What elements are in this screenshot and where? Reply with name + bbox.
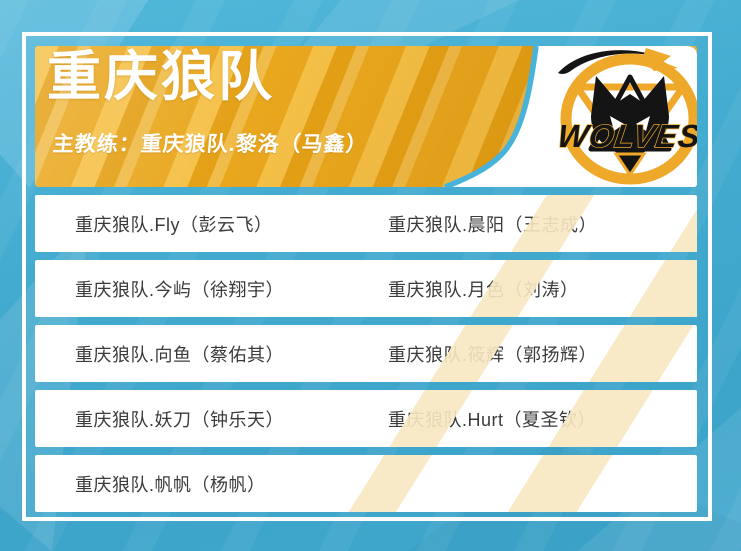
logo-triangle-bottom xyxy=(613,152,647,178)
coach-line: 主教练：重庆狼队.黎洛（马鑫） xyxy=(51,133,369,156)
player-name-cell: 重庆狼队.帆帆（杨帆） xyxy=(75,474,266,495)
wolf-eye-left xyxy=(610,116,624,131)
team-title: 重庆狼队 xyxy=(47,47,275,107)
player-name-cell: 重庆狼队.筱辉（郭扬辉） xyxy=(388,344,597,365)
wolf-head-tip-icon xyxy=(642,48,678,71)
wolf-eye-right xyxy=(636,116,650,131)
player-name-cell: 重庆狼队.今屿（徐翔宇） xyxy=(75,279,284,300)
team-header: 重庆狼队 主教练：重庆狼队.黎洛（马鑫） WOLVES xyxy=(35,46,697,187)
player-name-cell: 重庆狼队.向鱼（蔡佑其） xyxy=(75,344,284,365)
roster-row: 重庆狼队.今屿（徐翔宇） 重庆狼队.月色（刘涛） xyxy=(35,260,697,317)
roster-row: 重庆狼队.帆帆（杨帆） xyxy=(35,455,697,512)
wolves-logo: WOLVES xyxy=(555,48,697,185)
roster-row: 重庆狼队.妖刀（钟乐天） 重庆狼队.Hurt（夏圣钦） xyxy=(35,390,697,447)
card-frame xyxy=(22,32,712,521)
player-name-cell: 重庆狼队.Fly（彭云飞） xyxy=(75,214,273,235)
wolf-face-icon xyxy=(591,76,669,157)
logo-ring xyxy=(560,53,697,185)
logo-wordmark: WOLVES xyxy=(555,118,697,154)
logo-panel: WOLVES xyxy=(443,46,697,187)
player-name-cell: 重庆狼队.月色（刘涛） xyxy=(388,279,579,300)
player-name-cell: 重庆狼队.晨阳（王志成） xyxy=(388,214,597,235)
wolf-tail-swoosh-icon xyxy=(558,50,662,74)
roster-list: 重庆狼队.Fly（彭云飞） 重庆狼队.晨阳（王志成） 重庆狼队.今屿（徐翔宇） … xyxy=(35,195,697,512)
panel-curve-stroke xyxy=(443,46,539,187)
player-name-cell: 重庆狼队.Hurt（夏圣钦） xyxy=(388,409,597,430)
roster-row: 重庆狼队.向鱼（蔡佑其） 重庆狼队.筱辉（郭扬辉） xyxy=(35,325,697,382)
roster-row: 重庆狼队.Fly（彭云飞） 重庆狼队.晨阳（王志成） xyxy=(35,195,697,252)
player-name-cell: 重庆狼队.妖刀（钟乐天） xyxy=(75,409,284,430)
